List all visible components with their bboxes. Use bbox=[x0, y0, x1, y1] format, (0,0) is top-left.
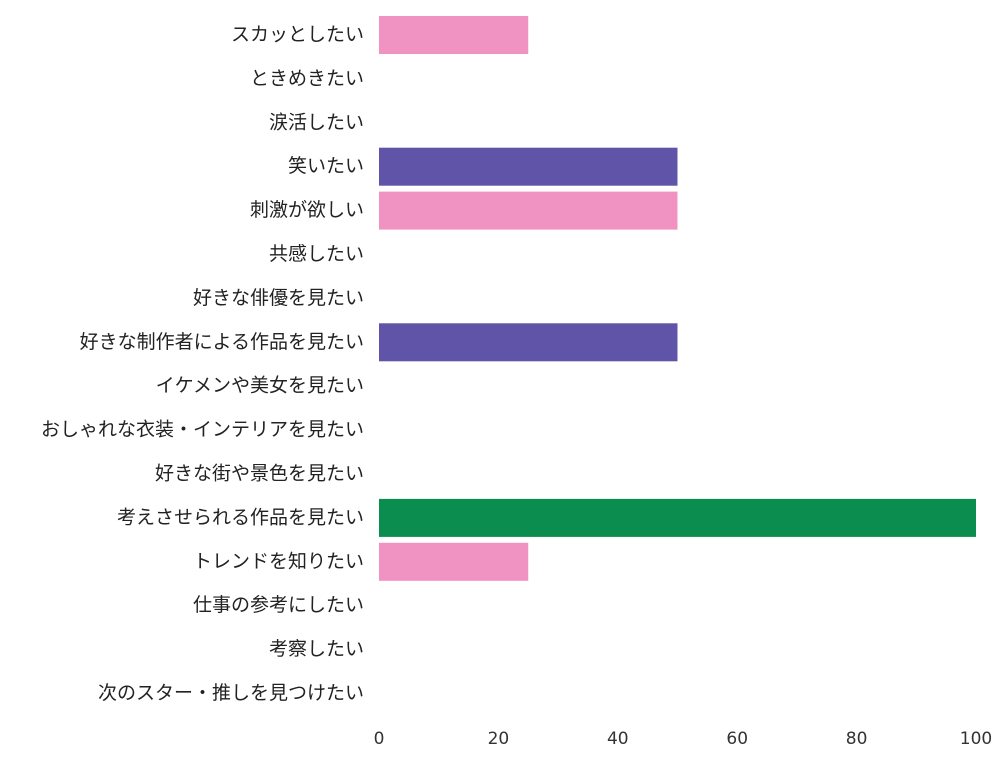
category-label: 考察したい bbox=[269, 638, 364, 660]
bar bbox=[379, 16, 529, 54]
bar bbox=[379, 147, 678, 186]
x-tick-label: 40 bbox=[607, 729, 629, 749]
category-label: 笑いたい bbox=[288, 155, 364, 177]
category-label: 刺激が欲しい bbox=[250, 199, 364, 221]
bar bbox=[379, 323, 678, 362]
x-tick-label: 20 bbox=[488, 729, 510, 749]
bars bbox=[379, 16, 976, 581]
category-label: 涙活したい bbox=[269, 110, 364, 133]
category-label: 好きな街や景色を見たい bbox=[155, 463, 364, 485]
category-label: 仕事の参考にしたい bbox=[193, 594, 364, 616]
bar bbox=[379, 542, 529, 581]
x-tick-label: 80 bbox=[846, 729, 868, 749]
x-tick-label: 100 bbox=[960, 729, 992, 749]
x-tick-label: 0 bbox=[374, 729, 385, 749]
category-label: 考えさせられる作品を見たい bbox=[117, 506, 364, 528]
category-label: イケメンや美女を見たい bbox=[156, 375, 364, 397]
x-tick-label: 60 bbox=[726, 729, 748, 749]
category-label: スカッとしたい bbox=[231, 24, 364, 46]
category-label: トレンドを知りたい bbox=[193, 550, 364, 572]
x-axis-ticks: 0 20 40 60 80 100 bbox=[374, 729, 993, 749]
bar bbox=[379, 498, 976, 537]
category-label: おしゃれな衣装・インテリアを見たい bbox=[41, 419, 364, 441]
category-label: 共感したい bbox=[269, 243, 364, 265]
category-label: 好きな制作者による作品を見たい bbox=[80, 331, 364, 353]
category-labels: スカッとしたいときめきたい涙活したい笑いたい刺激が欲しい共感したい好きな俳優を見… bbox=[41, 24, 364, 705]
category-label: ときめきたい bbox=[250, 67, 364, 89]
category-label: 次のスター・推しを見つけたい bbox=[98, 682, 364, 704]
bar bbox=[379, 191, 678, 230]
category-label: 好きな俳優を見たい bbox=[193, 287, 364, 309]
